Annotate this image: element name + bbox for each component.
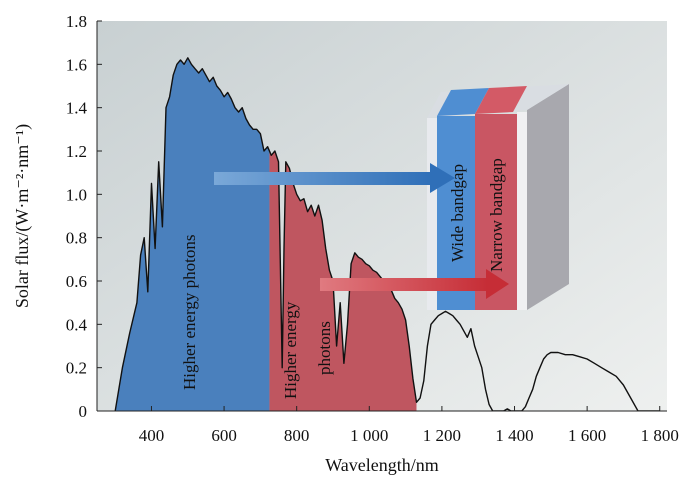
y-tick-label: 1.8	[66, 12, 87, 31]
x-tick-label: 1 800	[641, 426, 679, 445]
y-tick-label: 1.4	[66, 99, 88, 118]
y-tick-label: 1.6	[66, 55, 87, 74]
y-axis-label: Solar flux/(W·m⁻²·nm⁻¹)	[12, 124, 33, 308]
spectrum-line	[114, 57, 660, 411]
y-tick-label: 0.4	[66, 315, 88, 334]
x-ticks: 400 600 800 1 000 1 200 1 400 1 600 1 800	[139, 406, 679, 445]
region-label-blue: Higher energy photons	[180, 235, 199, 391]
y-tick-label: 0.2	[66, 359, 87, 378]
device-front-left	[427, 118, 437, 310]
blue-arrow-head	[430, 163, 455, 193]
region-label-red-line1: Higher energy	[281, 301, 300, 399]
bandgap-device-illustration: Wide bandgap Narrow bandgap	[427, 84, 569, 310]
region-fill-0	[115, 57, 270, 411]
region-fill-1	[269, 151, 417, 411]
y-tick-label: 0.6	[66, 272, 87, 291]
region-labels: Higher energy photons Higher energy phot…	[180, 235, 334, 400]
y-tick-label: 0.8	[66, 229, 87, 248]
blue-arrow	[214, 163, 455, 193]
red-arrow-shaft	[320, 278, 488, 291]
wide-bandgap-label: Wide bandgap	[448, 164, 467, 262]
x-tick-label: 1 600	[568, 426, 606, 445]
device-side	[527, 84, 569, 310]
y-tick-label: 1.0	[66, 185, 87, 204]
wide-bandgap-layer	[437, 116, 475, 310]
device-front-right	[517, 112, 527, 310]
spectrum-curve-layer	[114, 57, 660, 411]
x-axis-label: Wavelength/nm	[325, 455, 439, 475]
photon-regions	[115, 57, 417, 411]
y-ticks: 0 0.2 0.4 0.6 0.8 1.0 1.2 1.4 1.6 1.8	[66, 12, 102, 421]
device-top-red	[475, 86, 527, 114]
axes	[96, 21, 667, 412]
x-tick-label: 600	[211, 426, 237, 445]
red-arrow	[320, 269, 509, 299]
x-tick-label: 1 200	[423, 426, 461, 445]
region-label-red-line2: photons	[315, 321, 334, 375]
y-tick-label: 0	[79, 402, 88, 421]
x-tick-label: 1 400	[495, 426, 533, 445]
device-top-blue	[437, 88, 489, 116]
x-tick-label: 400	[139, 426, 165, 445]
narrow-bandgap-label: Narrow bandgap	[487, 158, 506, 272]
y-tick-label: 1.2	[66, 142, 87, 161]
x-tick-label: 800	[284, 426, 310, 445]
x-tick-label: 1 000	[350, 426, 388, 445]
red-arrow-head	[486, 269, 509, 299]
blue-arrow-shaft	[214, 172, 432, 185]
